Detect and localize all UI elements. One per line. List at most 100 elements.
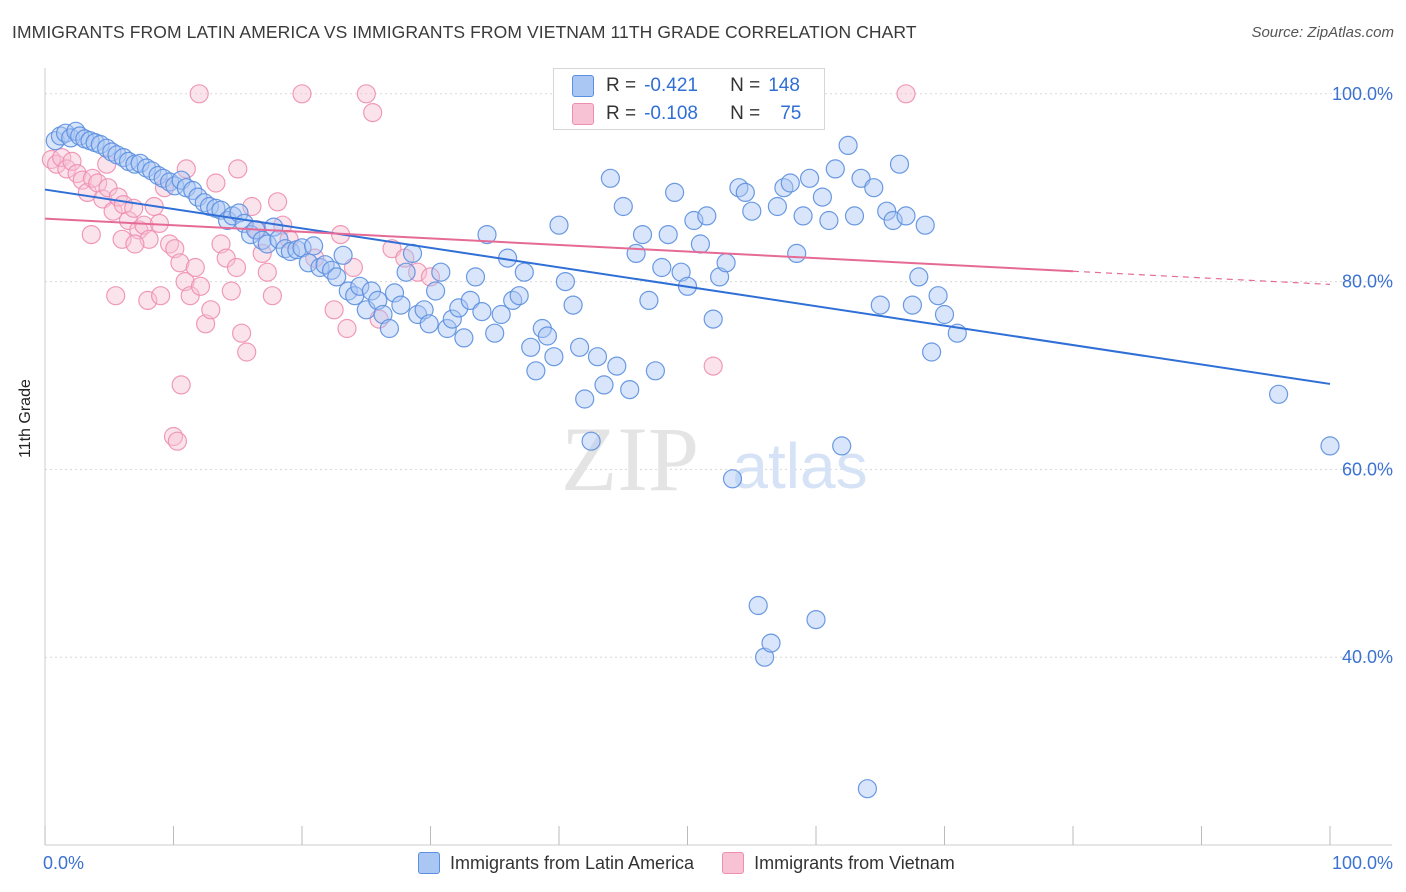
- data-point: [491, 304, 511, 325]
- source-label: Source: ZipAtlas.com: [1251, 24, 1394, 41]
- data-point: [139, 229, 159, 249]
- grid-lines: [45, 93, 1392, 658]
- data-point: [549, 215, 569, 235]
- data-point: [368, 290, 388, 310]
- data-point: [304, 236, 324, 256]
- data-point: [337, 318, 357, 339]
- legend-item-vietnam[interactable]: Immigrants from Vietnam: [722, 852, 955, 874]
- data-point: [671, 262, 691, 282]
- data-point: [176, 159, 196, 179]
- data-point: [449, 298, 469, 318]
- data-point: [754, 647, 775, 667]
- data-point: [252, 230, 272, 250]
- data-point: [600, 168, 621, 188]
- data-point: [384, 283, 405, 303]
- data-point: [799, 168, 820, 188]
- data-point: [252, 243, 272, 263]
- data-point: [226, 257, 247, 278]
- data-point: [102, 142, 122, 162]
- r-label: R =: [606, 103, 637, 124]
- data-point: [125, 154, 145, 174]
- data-point: [201, 300, 221, 320]
- data-point: [356, 84, 376, 104]
- data-point: [735, 182, 755, 202]
- data-point: [832, 436, 852, 456]
- x-tick-label-min: 0.0%: [43, 853, 84, 873]
- watermark-zip: ZIP: [561, 408, 699, 510]
- data-point: [382, 239, 402, 259]
- data-point: [206, 173, 226, 193]
- stats-legend: R = -0.421 N = 148 R = -0.108 N = 75: [553, 68, 825, 130]
- data-point: [396, 262, 416, 282]
- data-point: [90, 134, 110, 155]
- data-point: [257, 262, 277, 282]
- data-point: [437, 318, 457, 339]
- data-point: [322, 260, 342, 280]
- data-point: [228, 159, 248, 179]
- data-point: [509, 286, 529, 306]
- r-value-latin-america: -0.421: [644, 75, 698, 96]
- data-point: [257, 234, 277, 254]
- legend-item-latin-america[interactable]: Immigrants from Latin America: [418, 852, 694, 874]
- swatch-vietnam: [722, 852, 745, 874]
- data-point: [857, 779, 878, 799]
- series-vietnam-points: [41, 84, 916, 451]
- data-point: [909, 267, 929, 287]
- chart-title: IMMIGRANTS FROM LATIN AMERICA VS IMMIGRA…: [12, 22, 917, 42]
- data-point: [514, 262, 534, 282]
- data-point: [652, 257, 672, 278]
- data-point: [262, 286, 282, 306]
- data-point: [690, 234, 711, 254]
- data-point: [761, 633, 781, 653]
- n-value-vietnam: 75: [780, 103, 802, 124]
- data-point: [812, 187, 833, 207]
- data-point: [426, 281, 446, 301]
- data-point: [537, 326, 558, 346]
- data-point: [896, 84, 916, 104]
- trend-lines: [44, 188, 1331, 385]
- trend-line-vietnam: [44, 217, 1074, 273]
- y-tick-label: 40.0%: [1342, 647, 1393, 667]
- data-point: [194, 193, 214, 213]
- y-tick-label: 80.0%: [1342, 272, 1393, 292]
- data-point: [171, 375, 191, 395]
- data-point: [664, 182, 685, 202]
- data-point: [327, 267, 347, 287]
- data-point: [361, 281, 381, 301]
- data-point: [870, 295, 890, 315]
- data-point: [52, 148, 72, 168]
- data-point: [626, 243, 646, 263]
- data-point: [594, 375, 614, 395]
- n-label: N =: [730, 75, 761, 96]
- data-point: [748, 595, 768, 616]
- data-point: [420, 267, 441, 287]
- stats-row-vietnam: R = -0.108 N = 75: [572, 100, 801, 128]
- trend-line-vietnam-dashed: [1072, 270, 1331, 286]
- data-point: [343, 257, 363, 278]
- data-point: [67, 164, 87, 184]
- data-point: [639, 290, 659, 310]
- data-point: [134, 215, 154, 235]
- x-tick-label-max: 100.0%: [1332, 853, 1393, 873]
- data-point: [148, 165, 168, 186]
- data-point: [767, 196, 788, 217]
- bottom-legend: Immigrants from Latin America Immigrants…: [418, 852, 955, 874]
- data-point: [587, 347, 608, 367]
- data-point: [569, 337, 590, 357]
- n-label: N =: [730, 103, 761, 124]
- data-point: [280, 241, 300, 262]
- n-value-latin-america: 148: [768, 75, 800, 96]
- data-point: [722, 469, 743, 489]
- data-point: [190, 276, 211, 296]
- data-point: [613, 196, 633, 217]
- data-point: [851, 168, 871, 188]
- data-point: [81, 225, 101, 245]
- data-point: [472, 302, 492, 322]
- data-point: [620, 380, 640, 400]
- legend-label-vietnam: Immigrants from Vietnam: [754, 852, 955, 873]
- data-point: [62, 151, 82, 171]
- data-point: [645, 361, 666, 381]
- data-point: [221, 281, 241, 301]
- data-point: [844, 206, 865, 226]
- data-point: [896, 206, 916, 226]
